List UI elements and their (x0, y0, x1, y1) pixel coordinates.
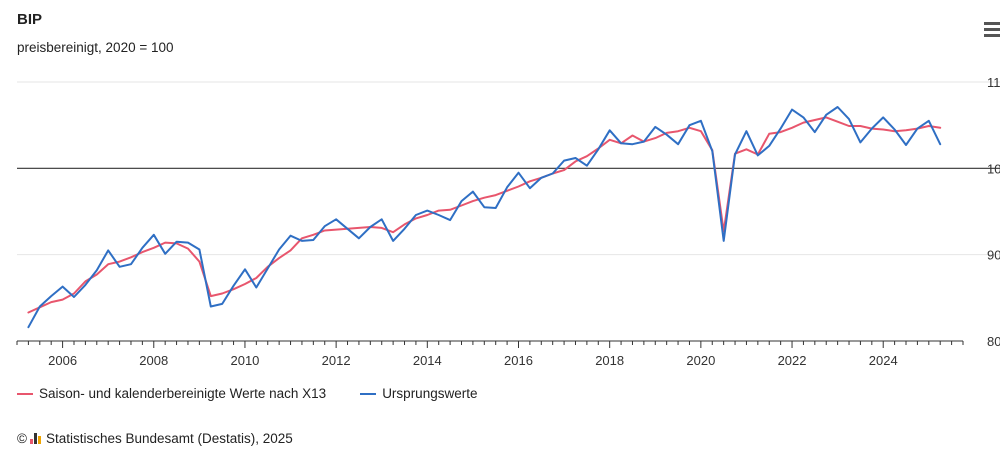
legend-item-original[interactable]: Ursprungswerte (360, 386, 477, 401)
chart-subtitle: preisbereinigt, 2020 = 100 (17, 40, 174, 55)
credit-text: Statistisches Bundesamt (Destatis), 2025 (45, 431, 293, 446)
legend-item-seasonal[interactable]: Saison- und kalenderbereinigte Werte nac… (17, 386, 326, 401)
y-tick-label-110: 110 (987, 75, 1000, 90)
y-tick-label-90: 90 (987, 248, 1000, 263)
destatis-logo-icon (29, 433, 42, 444)
x-tick-label-2016: 2016 (504, 353, 533, 368)
y-tick-labels: 80 90 100 110 (987, 75, 1000, 349)
legend-swatch-original (360, 392, 377, 395)
x-tick-label-2014: 2014 (413, 353, 442, 368)
x-tick-label-2008: 2008 (139, 353, 168, 368)
legend-label-seasonal: Saison- und kalenderbereinigte Werte nac… (39, 386, 327, 401)
y-tick-label-80: 80 (987, 334, 1000, 349)
y-tick-label-100: 100 (987, 161, 1000, 176)
chart-legend: Saison- und kalenderbereinigte Werte nac… (17, 386, 511, 401)
series-line-original (27, 106, 942, 329)
x-axis (16, 340, 964, 348)
source-credit: © Statistisches Bundesamt (Destatis), 20… (17, 431, 293, 446)
x-tick-label-2018: 2018 (595, 353, 624, 368)
x-tick-label-2022: 2022 (778, 353, 807, 368)
x-tick-label-2024: 2024 (869, 353, 898, 368)
x-tick-labels: 2006 2008 2010 2012 2014 2016 2018 2020 2022 2024 (48, 353, 898, 368)
x-tick-label-2010: 2010 (230, 353, 259, 368)
hamburger-menu-icon[interactable] (984, 22, 1000, 38)
series-lines (27, 106, 942, 329)
gridlines (17, 81, 1000, 256)
x-tick-label-2012: 2012 (322, 353, 351, 368)
legend-label-original: Ursprungswerte (382, 386, 478, 401)
x-tick-label-2020: 2020 (686, 353, 715, 368)
series-line-seasonal (27, 116, 942, 314)
legend-swatch-seasonal (17, 392, 33, 395)
x-tick-label-2006: 2006 (48, 353, 77, 368)
chart-title: BIP (17, 11, 43, 28)
copyright-symbol: © (17, 431, 27, 446)
